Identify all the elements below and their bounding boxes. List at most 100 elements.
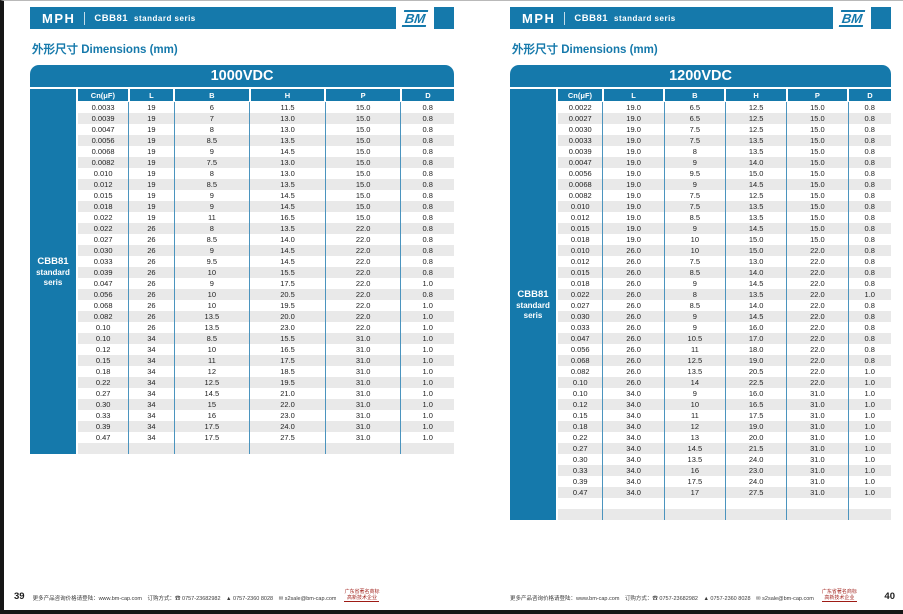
- cell: 0.0082: [568, 191, 592, 200]
- cell: 20.0: [249, 311, 326, 322]
- table-row: 0.0056 19 8.5 13.5 15.0 0.8: [78, 135, 454, 146]
- cell: [786, 498, 849, 509]
- cell: 8: [173, 168, 250, 179]
- cell: 9: [173, 190, 250, 201]
- cell: 19.0: [602, 234, 665, 245]
- cell: 13.5: [663, 366, 726, 377]
- cell: 14.0: [724, 267, 787, 278]
- cell: 14.5: [173, 388, 250, 399]
- cell: 19.0: [724, 355, 787, 366]
- cell: 26.0: [602, 300, 665, 311]
- cell: 17.5: [173, 432, 250, 443]
- table-row: 0.27 34.0 14.5 21.5 31.0 1.0: [558, 443, 891, 454]
- column-header: B: [173, 89, 250, 102]
- series-sub-label: standard seris: [134, 13, 196, 23]
- cell: 14.0: [249, 234, 326, 245]
- cell: 0.8: [400, 212, 454, 223]
- cell: 0.018: [93, 202, 113, 211]
- cell: 34: [128, 388, 175, 399]
- cell: 22.0: [249, 399, 326, 410]
- table-row: 0.27 34 14.5 21.0 31.0 1.0: [78, 388, 454, 399]
- cell: 0.10: [95, 334, 111, 343]
- cell: 8: [663, 146, 726, 157]
- cell: 0.47: [572, 488, 588, 497]
- cell: 19.5: [249, 377, 326, 388]
- table-row: 0.015 19 9 14.5 15.0 0.8: [78, 190, 454, 201]
- header-bar-stub: [871, 7, 891, 29]
- column-header: B: [663, 89, 726, 102]
- cell: 26.0: [602, 355, 665, 366]
- cell: 0.8: [847, 267, 891, 278]
- cell: 15.0: [786, 135, 849, 146]
- cell: 0.012: [570, 257, 590, 266]
- cell: 12.5: [724, 124, 787, 135]
- table-row: 0.0033 19.0 7.5 13.5 15.0 0.8: [558, 135, 891, 146]
- cell: 0.15: [572, 411, 588, 420]
- cell: 34: [128, 344, 175, 355]
- cell: 13.0: [249, 168, 326, 179]
- cell: 0.0033: [568, 136, 592, 145]
- cell: 22.0: [786, 278, 849, 289]
- cell: 0.0047: [91, 125, 115, 134]
- cell: 0.39: [95, 422, 111, 431]
- cell: 11: [663, 410, 726, 421]
- cell: 14.5: [249, 190, 326, 201]
- column-header: P: [785, 89, 849, 102]
- cell: 22.0: [786, 289, 849, 300]
- cell: 1.0: [847, 476, 891, 487]
- cell: 0.12: [572, 400, 588, 409]
- table-row: 0.30 34.0 13.5 24.0 31.0 1.0: [558, 454, 891, 465]
- company-stamp-line2: 高新技术企业: [824, 595, 855, 601]
- cell: 0.022: [570, 290, 590, 299]
- bm-logo: BM: [835, 7, 869, 29]
- table-row: 0.010 19.0 7.5 13.5 15.0 0.8: [558, 201, 891, 212]
- cell: 19.0: [602, 168, 665, 179]
- sidebar-series-sub2: seris: [43, 278, 63, 287]
- table-row: 0.22 34.0 13 20.0 31.0 1.0: [558, 432, 891, 443]
- cell: 14.5: [724, 179, 787, 190]
- cell: 34.0: [602, 443, 665, 454]
- cell: 0.22: [95, 378, 111, 387]
- table-grid: CBB81 standard seris Cn(μF) L B H P D 0.0022 1…: [510, 89, 891, 520]
- cell: 0.47: [95, 433, 111, 442]
- cell: 0.8: [847, 113, 891, 124]
- cell: 15.0: [786, 124, 849, 135]
- bm-logo-text: BM: [401, 9, 429, 27]
- table-row: 0.022 26.0 8 13.5 22.0 1.0: [558, 289, 891, 300]
- table-row: 0.012 26.0 7.5 13.0 22.0 0.8: [558, 256, 891, 267]
- cell: 0.027: [93, 235, 113, 244]
- cell: [558, 498, 603, 509]
- cell: 13.5: [249, 179, 326, 190]
- sidebar-series-sub1: standard: [516, 301, 550, 310]
- page-footer: 更多产品咨询价格请登陆：www.bm-cap.com 订购方式：☎ 0757-2…: [510, 589, 895, 610]
- table-row: 0.0082 19.0 7.5 12.5 15.0 0.8: [558, 190, 891, 201]
- table-row: 0.015 26.0 8.5 14.0 22.0 0.8: [558, 267, 891, 278]
- table-row: 0.047 26.0 10.5 17.0 22.0 0.8: [558, 333, 891, 344]
- cell: 0.18: [95, 367, 111, 376]
- table-row: 0.012 19.0 8.5 13.5 15.0 0.8: [558, 212, 891, 223]
- cell: 0.8: [847, 256, 891, 267]
- cell: 0.33: [572, 466, 588, 475]
- cell: 9: [663, 388, 726, 399]
- column-header: Cn(μF): [558, 89, 603, 102]
- series-name-label: CBB81: [94, 12, 129, 24]
- cell: 8.5: [173, 135, 250, 146]
- cell: 12.5: [724, 113, 787, 124]
- cell: 26.0: [602, 245, 665, 256]
- cell: 14.5: [249, 245, 326, 256]
- cell: 26: [128, 311, 175, 322]
- cell: 16: [173, 410, 250, 421]
- table-row: 0.10 34 8.5 15.5 31.0 1.0: [78, 333, 454, 344]
- cell: 0.8: [847, 212, 891, 223]
- header-divider: [84, 11, 86, 25]
- cell: [724, 498, 787, 509]
- table-row: 0.033 26.0 9 16.0 22.0 0.8: [558, 322, 891, 333]
- cell: 17.5: [173, 421, 250, 432]
- cell: 8.5: [663, 212, 726, 223]
- cell: 27.5: [249, 432, 326, 443]
- table-row: 0.018 19.0 10 15.0 15.0 0.8: [558, 234, 891, 245]
- cell: 34.0: [602, 476, 665, 487]
- cell: 14.0: [724, 300, 787, 311]
- cell: 0.8: [400, 201, 454, 212]
- cell: 26.0: [602, 366, 665, 377]
